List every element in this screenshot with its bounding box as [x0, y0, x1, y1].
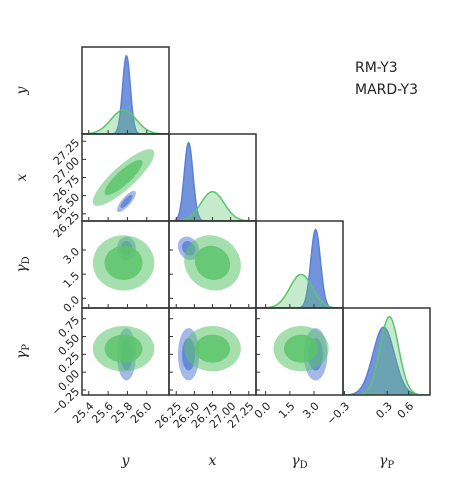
- contour: [120, 194, 133, 209]
- axis-label: x: [14, 173, 30, 181]
- x-tick-label: 26.0: [128, 400, 155, 427]
- panel: [256, 228, 343, 308]
- marginal-curve: [343, 315, 430, 395]
- contour: [284, 334, 319, 363]
- contour: [104, 334, 143, 363]
- panel-frame: [342, 307, 431, 396]
- axis-label-main: γ: [291, 453, 300, 469]
- axis-label-sub: P: [21, 344, 32, 351]
- axis-label-sub: D: [300, 460, 308, 471]
- panel: [92, 235, 155, 291]
- x-tick-label: −0.3: [324, 400, 352, 428]
- axis-label: γD: [291, 453, 307, 471]
- axis-label: x: [209, 453, 217, 469]
- panel: [177, 325, 241, 381]
- contour: [194, 334, 231, 363]
- panel: [273, 325, 329, 381]
- axis-label: y: [14, 85, 30, 95]
- axis-label-main: γ: [379, 453, 388, 469]
- marginal-curve: [82, 54, 169, 134]
- axis-label-main: y: [121, 453, 131, 469]
- axis-label-sub: P: [387, 460, 394, 471]
- contour: [104, 245, 143, 280]
- contour: [194, 245, 231, 280]
- axis-label: γD: [14, 256, 32, 272]
- axis-label: y: [121, 453, 131, 469]
- marginal-curve: [256, 273, 343, 308]
- y-tick-label: 0.0: [61, 293, 83, 315]
- panel: [92, 325, 155, 381]
- x-tick-label: 0.0: [252, 400, 274, 422]
- x-tick-label: 0.6: [395, 400, 417, 422]
- x-tick-label: 3.0: [300, 400, 322, 422]
- axis-label-main: x: [14, 173, 30, 181]
- contour: [104, 159, 143, 196]
- legend-label: RM-Y3: [355, 60, 398, 76]
- y-tick-label: 3.0: [61, 245, 83, 267]
- axis-label-main: γ: [14, 264, 30, 273]
- panel: [92, 149, 155, 213]
- axis-label-sub: D: [21, 256, 32, 264]
- legend-label: MARD-Y3: [355, 82, 418, 98]
- marginal-curve: [169, 141, 256, 221]
- x-tick-label: 0.3: [373, 400, 395, 422]
- panel: [177, 235, 241, 291]
- panel: [169, 141, 256, 221]
- axis-label: γP: [379, 453, 394, 471]
- marginal-curve: [169, 190, 256, 221]
- axis-label-main: γ: [14, 350, 30, 359]
- x-tick-label: 1.5: [276, 400, 298, 422]
- axis-label: γP: [14, 344, 32, 359]
- axis-label-main: x: [209, 453, 217, 469]
- axis-label-main: y: [14, 85, 30, 95]
- marginal-curve: [82, 109, 169, 134]
- y-tick-label: 1.5: [61, 269, 83, 291]
- panel: [343, 315, 430, 395]
- panel: [82, 54, 169, 134]
